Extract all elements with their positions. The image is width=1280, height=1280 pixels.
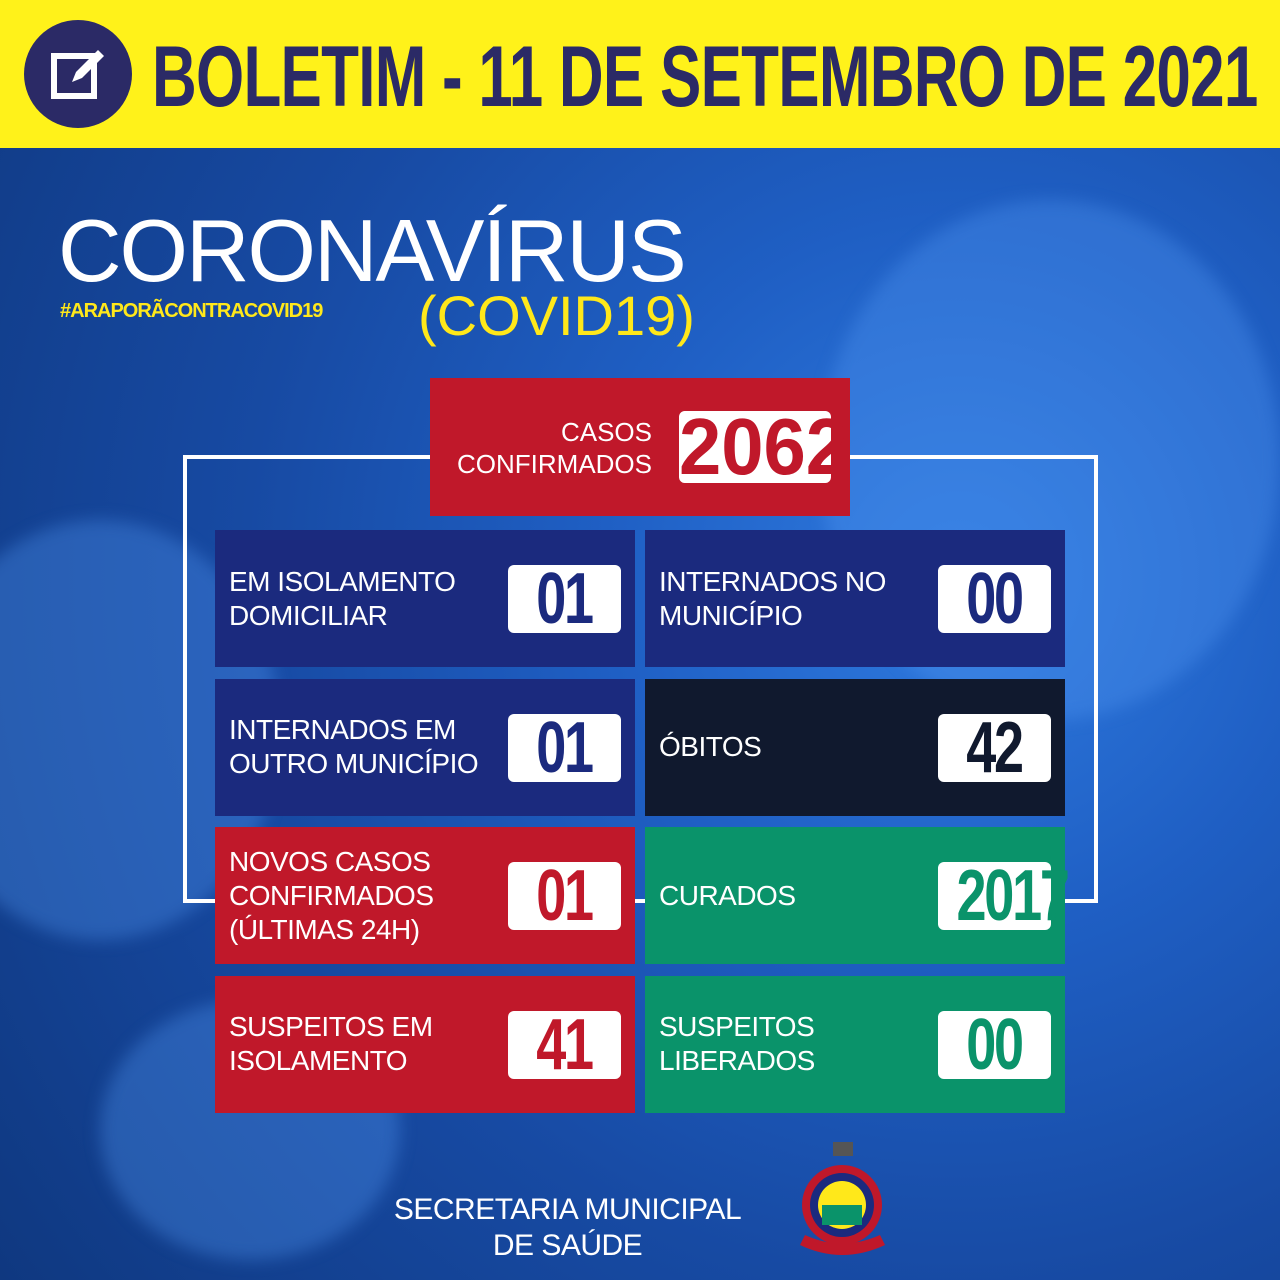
hero-subtitle: (COVID19) bbox=[418, 284, 695, 347]
card-label: NOVOS CASOS CONFIRMADOS (ÚLTIMAS 24H) bbox=[229, 845, 434, 945]
card-curados: CURADOS 2017 bbox=[645, 827, 1070, 964]
card-label: CURADOS bbox=[659, 879, 796, 911]
municipal-crest-logo bbox=[800, 1142, 885, 1255]
card-value: 42 bbox=[938, 712, 1051, 784]
card-suspeitos-isolamento: SUSPEITOS EM ISOLAMENTO 41 bbox=[215, 975, 635, 1113]
card-value: 01 bbox=[508, 860, 621, 932]
card-obitos: ÓBITOS 42 bbox=[645, 678, 1065, 816]
bulletin-title: BOLETIM - 11 DE SETEMBRO DE 2021 bbox=[152, 29, 1258, 125]
card-label: SUSPEITOS EM ISOLAMENTO bbox=[229, 1011, 433, 1076]
card-label: INTERNADOS NO MUNICÍPIO bbox=[659, 565, 886, 631]
card-internados-outro-municipio: INTERNADOS EM OUTRO MUNICÍPIO 01 bbox=[215, 678, 635, 816]
card-label: ÓBITOS bbox=[659, 731, 762, 762]
card-em-isolamento-domiciliar: EM ISOLAMENTO DOMICILIAR 01 bbox=[215, 530, 635, 667]
hero-title: CORONAVÍRUS bbox=[58, 201, 687, 300]
card-value: 00 bbox=[938, 1009, 1051, 1081]
card-novos-casos: NOVOS CASOS CONFIRMADOS (ÚLTIMAS 24H) 01 bbox=[215, 827, 635, 964]
card-value: 00 bbox=[938, 563, 1051, 635]
card-value: 2017 bbox=[938, 860, 1070, 932]
card-internados-no-municipio: INTERNADOS NO MUNICÍPIO 00 bbox=[645, 530, 1065, 667]
card-label: INTERNADOS EM OUTRO MUNICÍPIO bbox=[229, 714, 479, 779]
card-label: EM ISOLAMENTO DOMICILIAR bbox=[229, 565, 456, 631]
header-banner: BOLETIM - 11 DE SETEMBRO DE 2021 bbox=[0, 0, 1280, 148]
footer-secretaria: SECRETARIA MUNICIPAL DE SAÚDE bbox=[393, 1193, 742, 1262]
card-value: 41 bbox=[508, 1009, 621, 1081]
card-suspeitos-liberados: SUSPEITOS LIBERADOS 00 bbox=[645, 975, 1065, 1113]
confirmed-label: CASOS CONFIRMADOS bbox=[457, 417, 652, 479]
confirmed-value: 2062 bbox=[679, 402, 849, 491]
card-label: SUSPEITOS LIBERADOS bbox=[659, 1011, 815, 1076]
card-value: 01 bbox=[508, 712, 621, 784]
card-value: 01 bbox=[508, 563, 621, 635]
confirmed-cases-card: CASOS CONFIRMADOS 2062 bbox=[430, 378, 850, 516]
edit-icon bbox=[24, 20, 132, 128]
hashtag: #ARAPORÃCONTRACOVID19 bbox=[60, 300, 323, 322]
